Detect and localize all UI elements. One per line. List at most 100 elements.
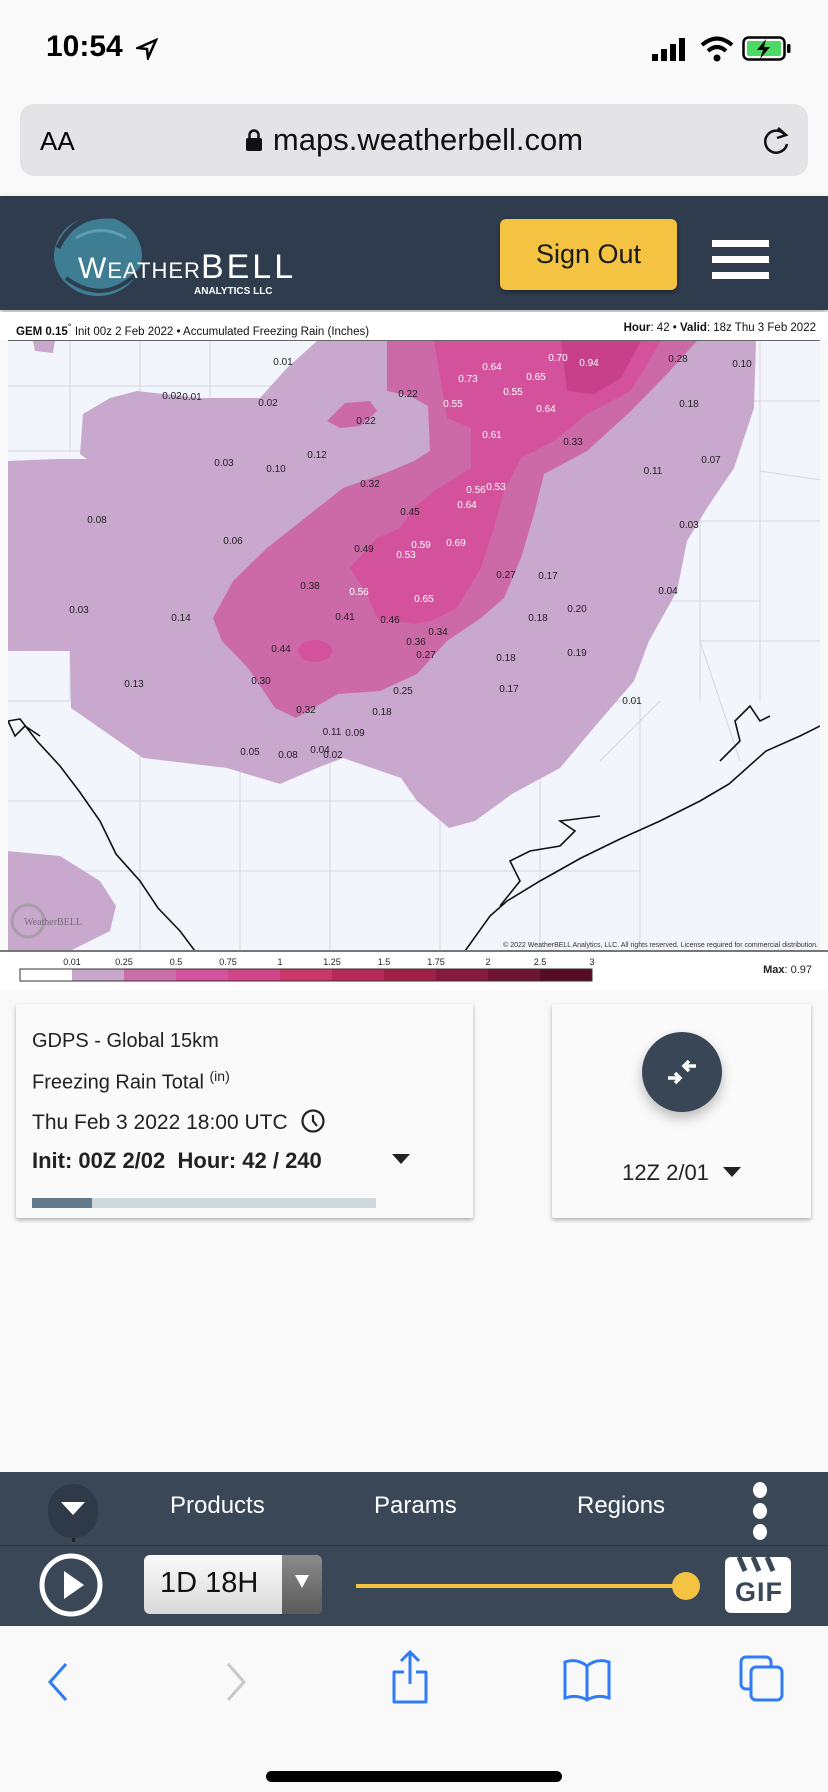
legend-tick-label: 0.5 [170, 957, 183, 967]
contour-0.5-small [298, 640, 332, 662]
watermark-logo: WeatherBELL [10, 903, 82, 939]
compare-card: 12Z 2/01 [552, 1004, 811, 1218]
compare-button[interactable] [642, 1032, 722, 1112]
legend-tick-label: 2.5 [534, 957, 547, 967]
home-indicator [266, 1771, 562, 1782]
map-value-label: 0.01 [182, 392, 202, 403]
browser-toolbar [0, 1626, 828, 1792]
battery-charging-icon [742, 36, 791, 61]
sign-out-button[interactable]: Sign Out [500, 219, 677, 290]
nav-regions[interactable]: Regions [577, 1492, 666, 1519]
clock-time: 10:54 [46, 30, 123, 63]
legend-tick-label: 2 [485, 957, 490, 967]
hamburger-icon[interactable] [700, 226, 780, 282]
compare-run-selector[interactable]: 12Z 2/01 [552, 1160, 811, 1186]
hour-progress-bar[interactable] [32, 1198, 376, 1208]
legend-border [19, 968, 593, 982]
contour-0.25-small [327, 401, 377, 428]
map-value-label: 0.64 [536, 404, 556, 415]
map-value-label: 0.65 [414, 594, 434, 605]
map-value-label: 0.22 [398, 389, 418, 400]
back-icon[interactable] [44, 1660, 72, 1704]
precip-contours [8, 341, 756, 950]
map-value-label: 0.06 [223, 536, 243, 547]
bookmarks-icon[interactable] [562, 1656, 612, 1702]
map-value-label: 0.08 [87, 515, 107, 526]
map-value-label: 0.36 [406, 637, 426, 648]
map-title-strip [0, 312, 828, 340]
legend-swatch [72, 969, 124, 981]
legend-swatch [488, 969, 540, 981]
map-value-label: 0.04 [310, 745, 330, 756]
share-icon[interactable] [390, 1650, 430, 1706]
forward-icon[interactable] [222, 1660, 250, 1704]
map-value-label: 0.46 [380, 615, 400, 626]
model-info-card: GDPS - Global 15km Freezing Rain Total (… [16, 1004, 473, 1218]
map-value-label: 0.19 [567, 648, 587, 659]
logo-wordmark: WEATHERBELL [78, 248, 297, 286]
lock-icon [245, 129, 262, 151]
map-value-label: 0.02 [258, 398, 278, 409]
map-value-label: 0.11 [644, 466, 663, 477]
map-value-label: 0.64 [482, 362, 502, 373]
collapse-toggle[interactable] [48, 1484, 98, 1538]
text-size-button[interactable]: AA [40, 126, 75, 156]
map-value-label: 0.03 [69, 605, 89, 616]
watermark-text: WeatherBELL [24, 917, 82, 928]
map-title: GEM 0.15° Init 00z 2 Feb 2022 • Accumula… [16, 322, 816, 338]
url-field[interactable]: maps.weatherbell.com [20, 122, 808, 158]
legend-swatch [332, 969, 384, 981]
legend-swatch [436, 969, 488, 981]
parameter-name: Freezing Rain Total (in) [32, 1068, 230, 1094]
map-value-label: 0.61 [482, 430, 502, 441]
logo-subtitle: ANALYTICS LLC [194, 286, 273, 297]
play-icon[interactable] [38, 1552, 104, 1618]
legend-tick-label: 3 [589, 957, 594, 967]
map-value-label: 0.70 [548, 353, 568, 364]
freezing-rain-map[interactable]: 0.01 0.02 0.01 0.02 0.22 0.12 0.03 0.10 0.32 0.08… [8, 340, 820, 950]
map-value-label: 0.18 [372, 707, 392, 718]
clapperboard-icon [736, 1556, 776, 1572]
step-selector[interactable]: 1D 18H [144, 1555, 322, 1614]
legend-tick-label: 0.01 [63, 957, 81, 967]
compare-arrows-icon [668, 1059, 696, 1085]
legend-tick-label: 1.25 [323, 957, 341, 967]
map-value-label: 0.04 [658, 586, 678, 597]
clock-icon[interactable] [300, 1108, 326, 1134]
address-bar[interactable]: AA maps.weatherbell.com [20, 104, 808, 176]
time-slider-track[interactable] [356, 1584, 686, 1588]
gif-button[interactable]: GIF [725, 1556, 791, 1613]
map-value-label: 0.02 [162, 391, 182, 402]
map-value-label: 0.03 [214, 458, 234, 469]
map-value-label: 0.53 [486, 482, 506, 493]
map-value-label: 0.94 [579, 358, 599, 369]
map-value-label: 0.73 [458, 374, 478, 385]
map-value-label: 0.69 [446, 538, 466, 549]
valid-time: Thu Feb 3 2022 18:00 UTC [32, 1108, 326, 1135]
chevron-down-icon [295, 1575, 309, 1588]
legend-swatch [228, 969, 280, 981]
model-name: GDPS - Global 15km [32, 1030, 219, 1052]
nav-products[interactable]: Products [170, 1492, 265, 1519]
map-value-label: 0.01 [273, 357, 293, 368]
reload-icon[interactable] [760, 124, 792, 158]
map-value-label: 0.45 [400, 507, 420, 518]
legend-swatch [124, 969, 176, 981]
init-hour-selector[interactable]: Init: 00Z 2/02 Hour: 42 / 240 [32, 1148, 452, 1174]
nav-params[interactable]: Params [374, 1492, 457, 1519]
chevron-down-icon [392, 1154, 410, 1164]
time-slider-handle[interactable] [672, 1572, 700, 1600]
weatherbell-logo[interactable]: WEATHERBELL ANALYTICS LLC [46, 208, 293, 304]
signal-icon [652, 38, 685, 61]
map-value-labels: 0.010.02 0.010.020.220.120.030.100.320.08… [69, 353, 752, 761]
map-value-label: 0.27 [416, 650, 436, 661]
map-value-label: 0.64 [457, 500, 477, 511]
gif-label: GIF [735, 1577, 783, 1607]
map-value-label: 0.32 [360, 479, 380, 490]
more-vertical-icon[interactable] [750, 1482, 770, 1540]
legend-tick-label: 0.75 [219, 957, 237, 967]
tabs-icon[interactable] [738, 1654, 786, 1704]
map-value-label: 0.20 [567, 604, 587, 615]
legend-swatch [280, 969, 332, 981]
map-value-label: 0.55 [443, 399, 463, 410]
